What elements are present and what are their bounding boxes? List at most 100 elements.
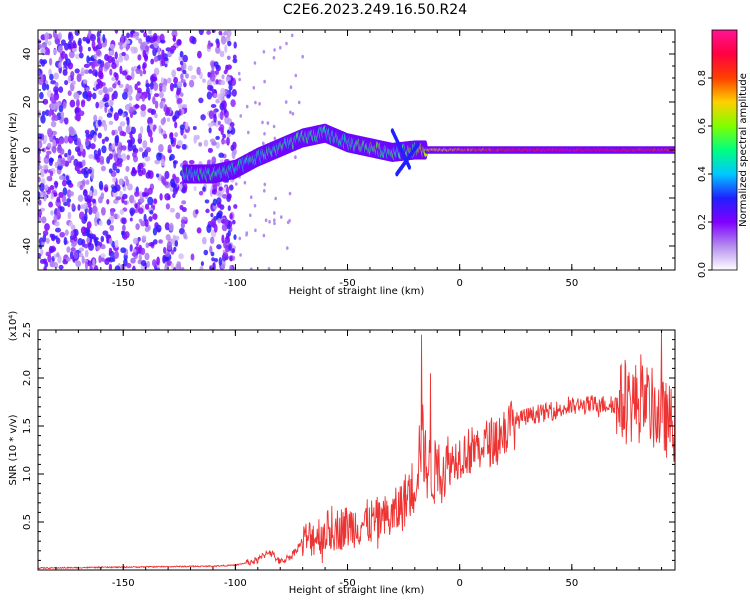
noise-speckle: [220, 87, 226, 97]
noise-speckle: [56, 196, 61, 203]
noise-speckle: [40, 216, 47, 224]
noise-speckle: [114, 135, 119, 143]
noise-speckle: [183, 62, 187, 70]
noise-speckle: [144, 155, 151, 162]
noise-speckle: [97, 119, 102, 127]
noise-speckle: [183, 231, 187, 239]
noise-speckle: [207, 84, 213, 91]
noise-speckle: [50, 192, 54, 200]
noise-speckle: [253, 61, 257, 65]
noise-speckle: [96, 211, 100, 219]
noise-speckle: [245, 104, 249, 109]
noise-speckle: [42, 258, 48, 264]
noise-speckle: [149, 210, 154, 215]
noise-speckle: [148, 216, 153, 222]
noise-speckle: [177, 139, 183, 147]
noise-speckle: [100, 206, 106, 216]
x-axis-label: Height of straight line (km): [289, 286, 425, 297]
noise-speckle: [224, 218, 229, 227]
noise-speckle: [121, 196, 125, 204]
noise-speckle: [83, 189, 87, 194]
noise-speckle: [124, 39, 131, 45]
noise-speckle: [228, 243, 232, 251]
noise-speckle: [231, 80, 236, 86]
noise-speckle: [258, 102, 261, 106]
noise-speckle: [233, 41, 237, 49]
noise-speckle: [98, 196, 103, 204]
noise-speckle: [226, 186, 230, 195]
noise-speckle: [274, 196, 278, 201]
noise-speckle: [162, 177, 167, 185]
noise-speckle: [196, 66, 201, 76]
noise-speckle: [54, 221, 60, 227]
noise-speckle: [137, 236, 141, 242]
noise-speckle: [122, 224, 126, 232]
noise-speckle: [46, 150, 52, 155]
noise-speckle: [141, 94, 146, 102]
noise-speckle: [58, 105, 64, 113]
noise-speckle: [160, 158, 165, 167]
noise-speckle: [148, 30, 152, 35]
noise-speckle: [243, 180, 247, 185]
noise-speckle: [288, 191, 292, 196]
noise-speckle: [180, 219, 185, 224]
noise-speckle: [38, 216, 41, 223]
noise-speckle: [137, 54, 142, 61]
noise-speckle: [49, 170, 54, 177]
noise-speckle: [153, 213, 158, 220]
noise-speckle: [124, 104, 131, 111]
y-tick-label: -20: [22, 190, 33, 206]
noise-speckle: [221, 139, 227, 144]
noise-speckle: [98, 220, 103, 226]
noise-speckle: [88, 154, 95, 159]
noise-speckle: [263, 182, 267, 187]
x-tick-label: -100: [224, 278, 247, 289]
noise-speckle: [126, 139, 133, 144]
noise-speckle: [167, 144, 172, 153]
noise-speckle: [185, 73, 189, 79]
noise-speckle: [88, 190, 93, 197]
noise-speckle: [171, 69, 177, 78]
noise-speckle: [166, 77, 172, 84]
noise-speckle: [187, 65, 193, 72]
noise-speckle: [118, 178, 124, 186]
noise-speckle: [273, 221, 276, 226]
noise-speckle: [119, 121, 126, 127]
noise-speckle: [84, 129, 90, 135]
noise-speckle: [38, 153, 41, 163]
noise-speckle: [115, 196, 122, 201]
noise-speckle: [158, 125, 162, 135]
noise-speckle: [39, 207, 46, 212]
noise-speckle: [210, 218, 217, 228]
noise-speckle: [60, 111, 65, 118]
y-tick-label: 20: [22, 96, 33, 109]
noise-speckle: [203, 249, 209, 256]
noise-speckle: [79, 144, 84, 152]
noise-speckle: [59, 206, 65, 213]
noise-speckle: [286, 220, 290, 225]
noise-speckle: [131, 169, 138, 174]
noise-speckle: [108, 263, 113, 270]
noise-speckle: [218, 152, 225, 158]
noise-speckle: [136, 81, 141, 86]
noise-speckle: [95, 101, 100, 109]
noise-speckle: [77, 204, 81, 211]
noise-speckle: [113, 214, 118, 219]
noise-speckle: [74, 68, 80, 74]
noise-speckle: [73, 158, 79, 167]
noise-speckle: [129, 207, 136, 216]
noise-speckle: [68, 33, 74, 42]
noise-speckle: [73, 251, 79, 260]
noise-speckle: [143, 32, 148, 38]
noise-speckle: [53, 86, 59, 94]
noise-speckle: [42, 230, 49, 236]
noise-speckle: [58, 264, 64, 270]
noise-speckle: [216, 40, 220, 48]
noise-speckle: [142, 69, 147, 75]
noise-speckle: [83, 63, 90, 69]
noise-speckle: [147, 116, 153, 126]
noise-speckle: [129, 217, 133, 222]
noise-speckle: [75, 53, 80, 60]
noise-speckle: [137, 162, 144, 170]
noise-speckle: [149, 36, 155, 44]
